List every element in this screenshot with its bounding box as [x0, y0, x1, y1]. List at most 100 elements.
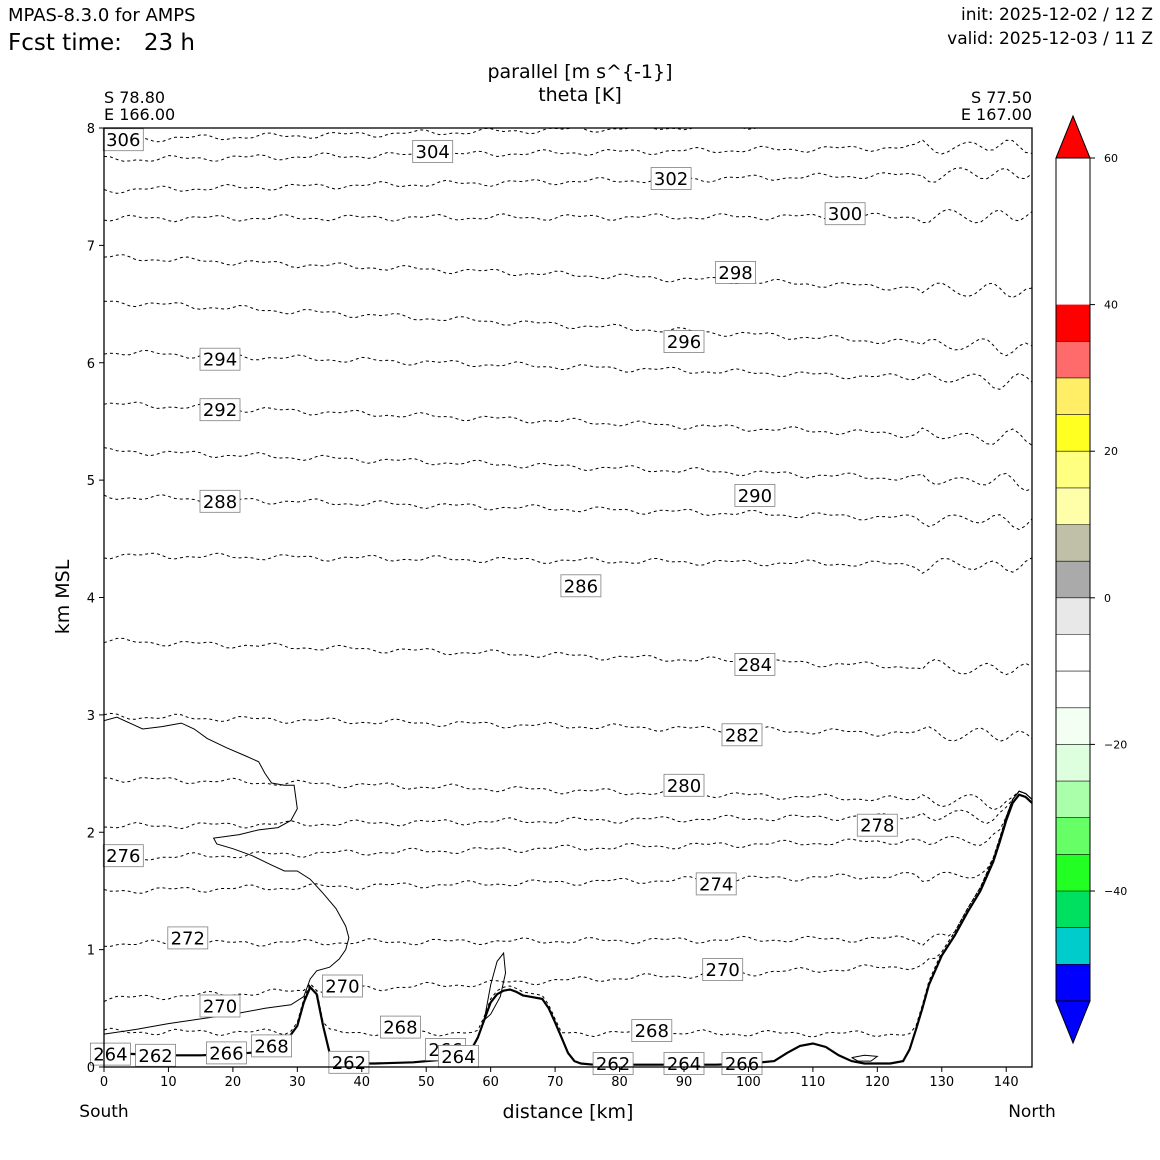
colorbar-segment — [1056, 377, 1090, 415]
contour-label: 288 — [203, 492, 237, 513]
zero-wind-contour — [104, 716, 350, 1035]
colorbar-segment — [1056, 561, 1090, 598]
isentrope-284 — [104, 637, 1032, 676]
colorbar-segment — [1056, 634, 1090, 672]
colorbar-segment — [1056, 487, 1090, 525]
contour-label-box — [824, 202, 866, 226]
contour-label-box — [663, 773, 705, 797]
x-tick-label: 130 — [929, 1075, 954, 1090]
contour-label-box — [102, 128, 144, 152]
chart-title-line2: theta [K] — [538, 84, 622, 106]
plot-frame — [103, 127, 1033, 1068]
x-tick-label: 60 — [482, 1075, 499, 1090]
x-axis: 0 10 20 30 40 50 60 70 80 90 100 110 120 130 140 — [100, 1067, 1019, 1090]
colorbar-segment — [1056, 891, 1090, 928]
colorbar-tick-label: 20 — [1104, 445, 1118, 458]
wind-contour-layer — [104, 716, 879, 1062]
x-tick-label: 100 — [736, 1075, 761, 1090]
contour-label: 262 — [332, 1053, 366, 1074]
contour-label-box — [199, 489, 241, 513]
y-tick-label: 0 — [87, 1061, 95, 1076]
contour-label-box — [715, 260, 756, 284]
contour-label: 268 — [635, 1021, 669, 1042]
contour-label: 270 — [203, 997, 237, 1018]
terrain-layer — [103, 793, 1033, 1066]
isentrope-282 — [104, 712, 1032, 742]
contour-label-box — [856, 813, 898, 837]
contour-label-box — [167, 926, 209, 950]
end-lat: S 77.50 — [971, 88, 1032, 107]
isentrope-286 — [104, 552, 1032, 574]
x-tick-label: 40 — [354, 1075, 371, 1090]
x-tick-label: 70 — [547, 1075, 564, 1090]
contour-label: 304 — [416, 142, 450, 163]
wind-contour-small — [483, 951, 507, 1021]
isentrope-276 — [104, 790, 1032, 861]
isentrope-270 — [104, 790, 1032, 1002]
colorbar-under-arrow — [1055, 1000, 1091, 1045]
contour-label: 262 — [596, 1054, 630, 1075]
x-axis-label: distance [km] — [503, 1101, 634, 1123]
x-tick-label: 50 — [418, 1075, 435, 1090]
y-tick-label: 5 — [87, 474, 95, 489]
contour-label-box — [631, 1019, 673, 1042]
contour-label-box — [90, 1042, 131, 1066]
colorbar-segment — [1056, 414, 1090, 452]
isentrope-274 — [104, 790, 1032, 894]
y-tick-label: 8 — [87, 122, 95, 137]
wind-contour-small-2 — [851, 1054, 879, 1062]
isentrope-294 — [104, 349, 1032, 390]
chart-title-line1: parallel [m s^{-1}] — [487, 61, 672, 83]
colorbar-tick-label: 40 — [1104, 299, 1118, 312]
south-label: South — [79, 1102, 128, 1122]
y-axis-label: km MSL — [52, 559, 74, 634]
colorbar-tick-label: −20 — [1104, 738, 1127, 751]
isentrope-304 — [104, 139, 1032, 162]
isentrope-298 — [104, 254, 1032, 299]
isentrope-306 — [104, 128, 758, 143]
contour-label: 264 — [441, 1047, 475, 1068]
isentrope-288 — [104, 494, 1032, 531]
contour-label-box — [199, 347, 241, 371]
x-tick-label: 120 — [865, 1075, 890, 1090]
colorbar-tick-label: 0 — [1104, 592, 1111, 605]
colorbar-segment — [1056, 707, 1090, 745]
x-tick-label: 90 — [676, 1075, 693, 1090]
y-tick-label: 4 — [87, 592, 95, 607]
contour-label: 264 — [93, 1045, 127, 1066]
isentrope-292 — [104, 401, 1032, 446]
terrain-profile — [103, 793, 1033, 1066]
colorbar-tick-label: 60 — [1104, 152, 1118, 165]
contour-label: 266 — [725, 1054, 759, 1075]
forecast-time-label: Fcst time: — [8, 30, 122, 56]
contour-label: 296 — [667, 332, 701, 353]
contour-label-box — [412, 140, 454, 163]
x-tick-label: 30 — [289, 1075, 306, 1090]
start-lon: E 166.00 — [104, 105, 175, 124]
contour-label-box — [199, 398, 241, 422]
contour-label: 276 — [106, 846, 140, 867]
forecast-time-value: 23 h — [143, 30, 195, 56]
north-label: North — [1008, 1102, 1056, 1122]
colorbar-segment — [1056, 744, 1090, 782]
contour-label: 290 — [738, 486, 772, 507]
contour-label: 270 — [706, 960, 740, 981]
x-tick-label: 80 — [611, 1075, 628, 1090]
contour-label: 264 — [667, 1054, 701, 1075]
y-tick-label: 6 — [87, 357, 95, 372]
start-lat: S 78.80 — [104, 88, 165, 107]
contour-label: 278 — [860, 816, 894, 837]
colorbar-segment — [1056, 927, 1090, 965]
isentrope-300 — [104, 208, 1032, 224]
x-tick-label: 20 — [225, 1075, 242, 1090]
contour-label-box — [702, 958, 744, 981]
contour-label-layer: 3063043023002982962942922902882862842822… — [90, 128, 898, 1075]
isentrope-272 — [104, 790, 1032, 947]
contour-label-box — [379, 1015, 421, 1039]
y-tick-label: 2 — [87, 826, 95, 841]
contour-label: 282 — [725, 725, 759, 746]
colorbar-over-arrow — [1055, 114, 1091, 159]
contour-label: 268 — [254, 1036, 288, 1057]
colorbar-segment — [1056, 854, 1090, 892]
contour-label: 270 — [325, 977, 359, 998]
